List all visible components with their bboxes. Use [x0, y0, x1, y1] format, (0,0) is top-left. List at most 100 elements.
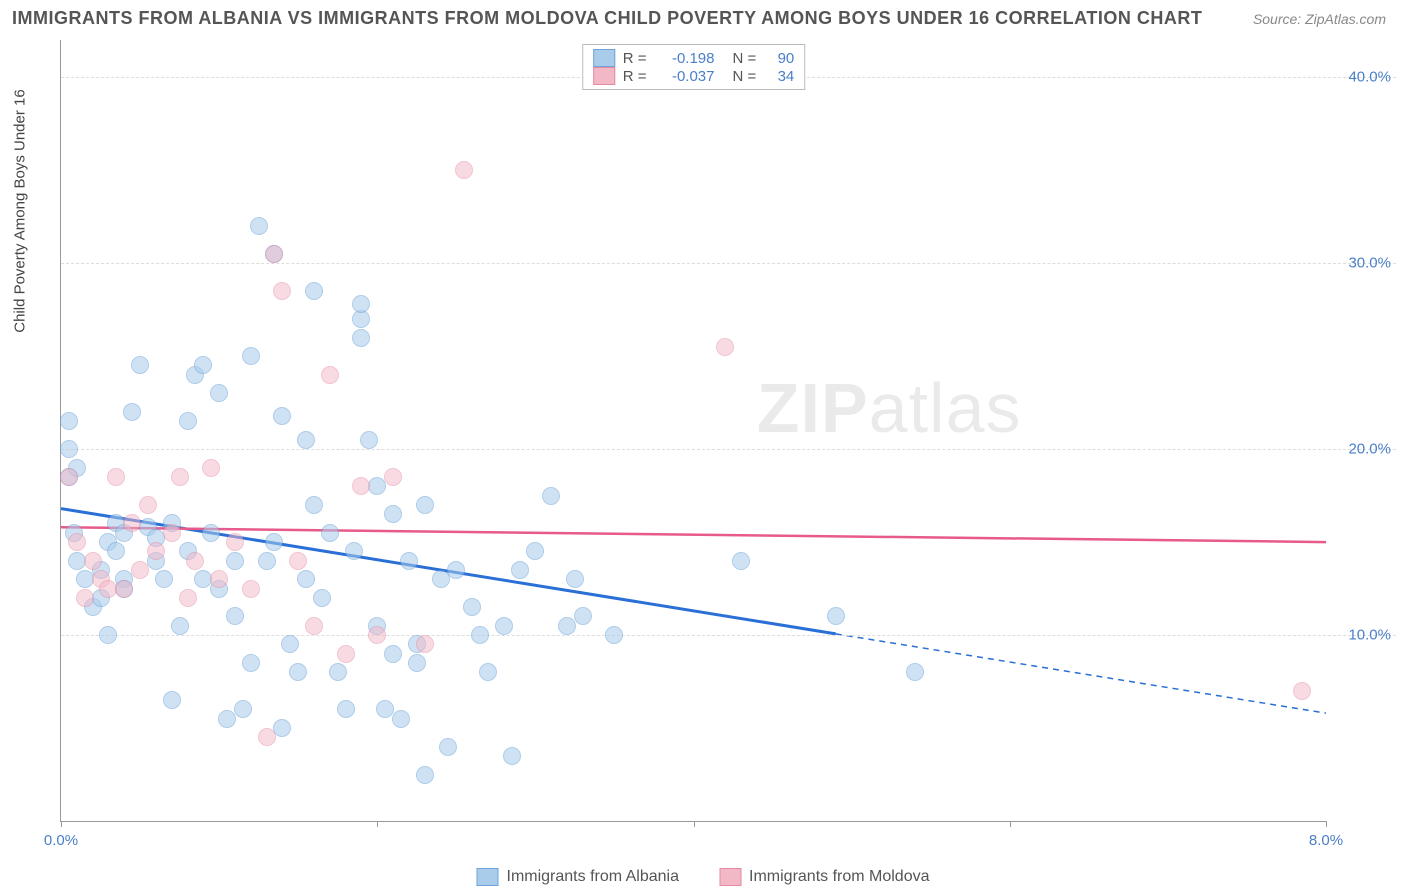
scatter-point: [171, 617, 189, 635]
scatter-point: [242, 580, 260, 598]
legend-swatch: [593, 49, 615, 67]
bottom-legend-item: Immigrants from Moldova: [719, 868, 930, 886]
scatter-point: [242, 654, 260, 672]
y-tick-label: 40.0%: [1348, 69, 1391, 86]
source-link[interactable]: ZipAtlas.com: [1305, 11, 1386, 27]
scatter-point: [305, 496, 323, 514]
scatter-point: [210, 384, 228, 402]
watermark: ZIPatlas: [757, 368, 1022, 448]
scatter-point: [250, 217, 268, 235]
scatter-point: [384, 468, 402, 486]
scatter-point: [906, 663, 924, 681]
plot-area: ZIPatlas R =-0.198N =90R =-0.037N =34 10…: [60, 40, 1326, 822]
scatter-point: [147, 542, 165, 560]
scatter-point: [60, 440, 78, 458]
scatter-point: [273, 407, 291, 425]
x-tick: [1010, 821, 1011, 827]
scatter-point: [297, 431, 315, 449]
scatter-point: [439, 738, 457, 756]
chart-title: IMMIGRANTS FROM ALBANIA VS IMMIGRANTS FR…: [12, 8, 1202, 29]
gridline-h: [61, 263, 1396, 264]
watermark-bold: ZIP: [757, 369, 869, 447]
trendlines-svg: [61, 40, 1326, 821]
scatter-point: [352, 477, 370, 495]
n-label: N =: [733, 68, 757, 85]
scatter-point: [337, 700, 355, 718]
scatter-point: [447, 561, 465, 579]
scatter-point: [186, 552, 204, 570]
scatter-point: [368, 477, 386, 495]
scatter-point: [305, 282, 323, 300]
watermark-rest: atlas: [869, 369, 1022, 447]
legend-series-label: Immigrants from Albania: [506, 868, 679, 886]
x-tick: [1326, 821, 1327, 827]
y-tick-label: 10.0%: [1348, 627, 1391, 644]
scatter-point: [60, 468, 78, 486]
source-attr: Source: ZipAtlas.com: [1253, 11, 1386, 27]
scatter-point: [384, 645, 402, 663]
scatter-point: [99, 626, 117, 644]
scatter-point: [416, 766, 434, 784]
scatter-point: [179, 589, 197, 607]
scatter-point: [368, 626, 386, 644]
gridline-h: [61, 449, 1396, 450]
scatter-point: [495, 617, 513, 635]
correlation-legend-row: R = -0.198 N = 90: [593, 49, 795, 67]
scatter-point: [115, 580, 133, 598]
scatter-point: [131, 561, 149, 579]
scatter-point: [226, 607, 244, 625]
scatter-point: [352, 295, 370, 313]
scatter-point: [605, 626, 623, 644]
scatter-point: [139, 496, 157, 514]
scatter-point: [226, 533, 244, 551]
scatter-point: [384, 505, 402, 523]
n-value: 90: [764, 50, 794, 67]
scatter-point: [194, 356, 212, 374]
scatter-point: [400, 552, 418, 570]
scatter-point: [416, 635, 434, 653]
gridline-h: [61, 635, 1396, 636]
scatter-point: [416, 496, 434, 514]
scatter-point: [281, 635, 299, 653]
r-value: -0.198: [655, 50, 715, 67]
scatter-point: [313, 589, 331, 607]
legend-swatch: [593, 67, 615, 85]
scatter-point: [1293, 682, 1311, 700]
scatter-point: [107, 542, 125, 560]
x-tick-label: 0.0%: [44, 832, 78, 849]
y-axis-title: Child Poverty Among Boys Under 16: [12, 89, 29, 332]
scatter-point: [123, 403, 141, 421]
scatter-point: [210, 570, 228, 588]
x-tick: [377, 821, 378, 827]
r-label: R =: [623, 68, 647, 85]
scatter-point: [163, 691, 181, 709]
scatter-point: [258, 728, 276, 746]
n-label: N =: [733, 50, 757, 67]
scatter-point: [289, 663, 307, 681]
scatter-point: [432, 570, 450, 588]
scatter-point: [265, 245, 283, 263]
scatter-point: [258, 552, 276, 570]
scatter-point: [289, 552, 307, 570]
x-tick-label: 8.0%: [1309, 832, 1343, 849]
y-tick-label: 20.0%: [1348, 441, 1391, 458]
scatter-point: [202, 459, 220, 477]
scatter-point: [526, 542, 544, 560]
r-label: R =: [623, 50, 647, 67]
scatter-point: [226, 552, 244, 570]
scatter-point: [408, 654, 426, 672]
scatter-point: [84, 552, 102, 570]
y-tick-label: 30.0%: [1348, 255, 1391, 272]
scatter-point: [827, 607, 845, 625]
correlation-legend-row: R = -0.037 N = 34: [593, 67, 795, 85]
scatter-point: [732, 552, 750, 570]
scatter-point: [76, 589, 94, 607]
scatter-point: [329, 663, 347, 681]
scatter-point: [321, 366, 339, 384]
scatter-point: [455, 161, 473, 179]
scatter-point: [202, 524, 220, 542]
r-value: -0.037: [655, 68, 715, 85]
scatter-point: [171, 468, 189, 486]
chart-container: Child Poverty Among Boys Under 16 ZIPatl…: [42, 40, 1396, 852]
n-value: 34: [764, 68, 794, 85]
